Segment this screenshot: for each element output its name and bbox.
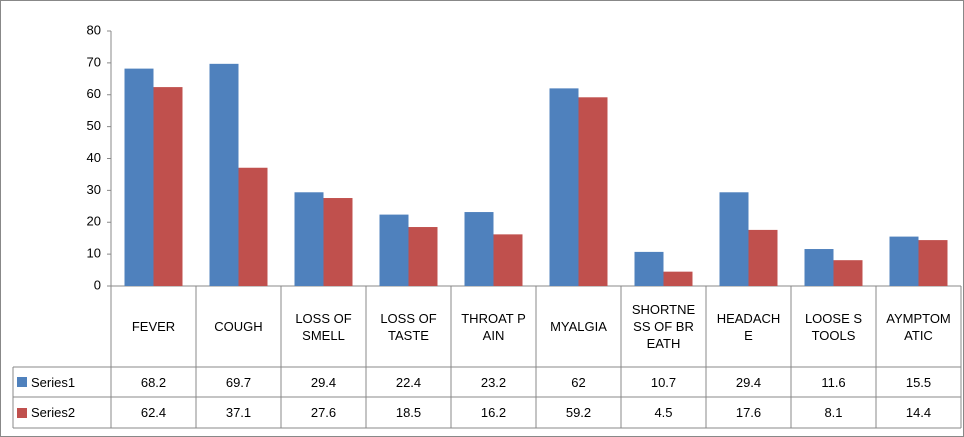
y-tick-label: 70 bbox=[87, 54, 101, 69]
table-value: 69.7 bbox=[225, 374, 252, 390]
y-tick-label: 10 bbox=[87, 246, 101, 261]
bar bbox=[379, 214, 409, 286]
bar bbox=[634, 251, 664, 286]
bar bbox=[294, 192, 324, 286]
table-value: 68.2 bbox=[140, 374, 167, 390]
bar bbox=[663, 271, 693, 286]
legend-label: Series2 bbox=[31, 405, 76, 420]
bar bbox=[323, 198, 353, 286]
legend-label: Series1 bbox=[31, 374, 76, 390]
x-tick-label: LOOSE STOOLS bbox=[804, 310, 863, 343]
table-value: 29.4 bbox=[310, 374, 337, 390]
table-value: 15.5 bbox=[905, 374, 932, 390]
x-tick-label: FEVER bbox=[131, 319, 176, 334]
bar bbox=[719, 192, 749, 286]
x-tick-label: THROAT PAIN bbox=[461, 310, 526, 343]
legend-cell: Series2 bbox=[13, 397, 111, 428]
bar bbox=[804, 249, 834, 286]
table-value: 17.6 bbox=[735, 405, 762, 420]
bar bbox=[238, 167, 268, 286]
y-tick-label: 20 bbox=[87, 214, 101, 229]
legend-swatch bbox=[17, 377, 27, 387]
y-tick-label: 0 bbox=[94, 277, 101, 292]
bar bbox=[918, 240, 948, 286]
bar bbox=[408, 227, 438, 286]
table-value: 14.4 bbox=[905, 405, 932, 420]
x-tick-label: LOSS OF TASTE bbox=[380, 310, 437, 343]
table-value: 10.7 bbox=[650, 374, 677, 390]
bar bbox=[153, 87, 183, 286]
x-tick-label: LOSS OF SMELL bbox=[295, 310, 352, 343]
x-tick-label: AYMPTOMATIC bbox=[886, 310, 951, 343]
y-tick-label: 30 bbox=[87, 182, 101, 197]
legend-cell: Series1 bbox=[13, 367, 111, 397]
table-value: 22.4 bbox=[395, 374, 422, 390]
bar bbox=[124, 68, 154, 286]
table-value: 18.5 bbox=[395, 405, 422, 420]
y-tick-label: 60 bbox=[87, 86, 101, 101]
y-tick-label: 80 bbox=[87, 22, 101, 37]
table-value: 27.6 bbox=[310, 405, 337, 420]
table-value: 62.4 bbox=[140, 405, 167, 420]
bar bbox=[889, 236, 919, 286]
table-value: 37.1 bbox=[225, 405, 252, 420]
x-tick-label: MYALGIA bbox=[550, 319, 607, 334]
bar bbox=[748, 229, 778, 286]
table-value: 8.1 bbox=[824, 405, 843, 420]
table-value: 59.2 bbox=[565, 405, 592, 420]
table-value: 62 bbox=[571, 374, 586, 390]
table-value: 4.5 bbox=[654, 405, 673, 420]
bar bbox=[578, 97, 608, 286]
bar bbox=[209, 63, 239, 286]
bar bbox=[549, 88, 579, 286]
table-value: 11.6 bbox=[821, 374, 846, 390]
table-value: 16.2 bbox=[480, 405, 507, 420]
table-value: 29.4 bbox=[735, 374, 762, 390]
table-value: 23.2 bbox=[480, 374, 507, 390]
bar bbox=[833, 260, 863, 286]
x-tick-label: COUGH bbox=[214, 319, 263, 334]
x-tick-label: SHORTNESS OF BREATH bbox=[631, 302, 696, 351]
x-tick-label: HEADACHE bbox=[716, 310, 781, 343]
bar bbox=[464, 212, 494, 286]
bar bbox=[493, 234, 523, 286]
legend-swatch bbox=[17, 407, 27, 418]
y-tick-label: 50 bbox=[87, 118, 101, 133]
y-tick-label: 40 bbox=[87, 150, 101, 165]
